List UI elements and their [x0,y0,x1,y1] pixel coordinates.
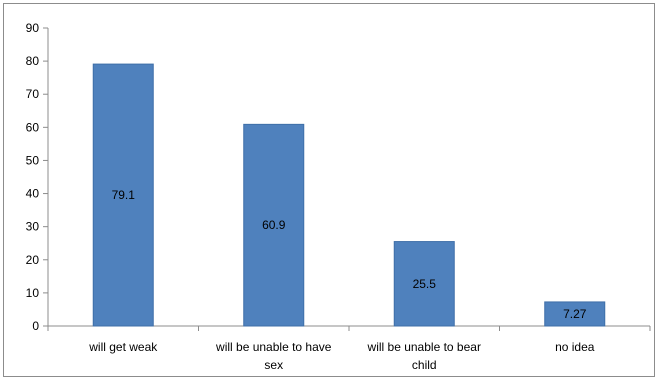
x-category-label: will get weak [88,340,158,354]
x-category-label-line: no idea [555,340,595,354]
x-category-label-line: will be unable to have [215,340,332,354]
bars [92,63,606,327]
bar [544,301,606,327]
y-tick-label: 80 [26,54,40,68]
bar-value-label: 7.27 [563,307,587,321]
x-category-label: no idea [555,340,595,354]
y-tick-label: 10 [26,286,40,300]
x-category-label-line: will be unable to bear [367,340,481,354]
bar [393,241,455,327]
bar-value-label: 25.5 [413,277,437,291]
y-tick-label: 20 [26,253,40,267]
bar-value-label: 79.1 [112,188,136,202]
x-category-label-line: sex [264,358,283,372]
y-tick-label: 50 [26,153,40,167]
x-axis: will get weak will be unable to have sexwi… [47,325,651,372]
y-tick-label: 40 [26,187,40,201]
x-category-label-line: child [412,358,437,372]
x-category-label: will be unable to have sex [215,340,332,372]
y-tick-label: 0 [32,319,39,333]
bar [92,63,154,327]
y-axis: 0 10 20 30 40 50 60 70 80 90 [26,21,49,333]
x-category-label-line: will get weak [88,340,158,354]
bar-value-label: 60.9 [262,218,286,232]
data-labels: 79.1 60.9 25.5 7.27 [112,188,587,321]
y-tick-label: 30 [26,220,40,234]
y-tick-label: 90 [26,21,40,35]
y-tick-label: 60 [26,120,40,134]
x-category-label: will be unable to bear child [367,340,481,372]
bar [243,123,305,327]
y-tick-label: 70 [26,87,40,101]
